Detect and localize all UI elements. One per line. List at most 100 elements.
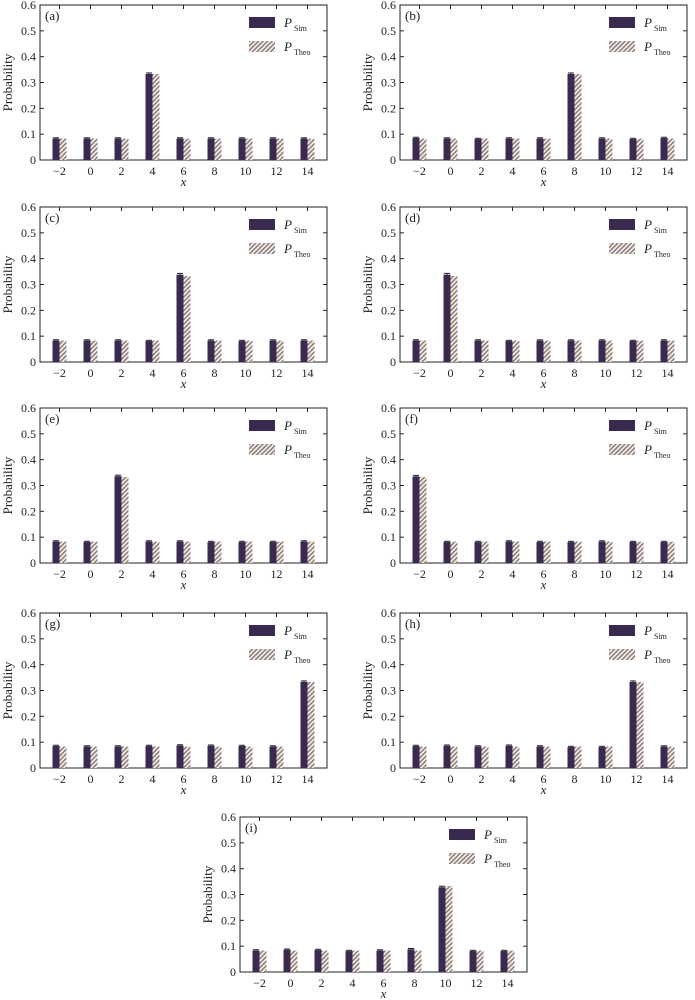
sim-bar [269, 138, 277, 160]
theo-bar [574, 73, 582, 160]
y-tick-label: 0.2 [221, 913, 236, 927]
y-tick-label: 0.1 [21, 329, 36, 343]
sim-bar [629, 139, 637, 160]
sim-bar [443, 138, 451, 160]
x-tick-label: −2 [53, 366, 66, 380]
sim-bar [283, 949, 291, 972]
sim-bar [469, 951, 477, 972]
sim-bar [474, 340, 482, 362]
sim-bar [412, 138, 420, 160]
theo-bar [512, 340, 520, 362]
legend-swatch-sim [249, 219, 275, 230]
x-tick-label: 0 [448, 366, 454, 380]
y-tick-label: 0.5 [21, 632, 36, 646]
x-tick-label: 10 [240, 567, 252, 581]
y-tick-label: 0.2 [381, 303, 396, 317]
x-axis-label: x [540, 174, 547, 189]
x-tick-label: 4 [510, 164, 516, 178]
chart-panel: 0 0.1 0.2 0.3 0.4 0.5 0.6 −2 0 2 4 6 8 10 12 14 x Probabi… [360, 0, 688, 189]
sim-bar [536, 340, 544, 362]
sim-bar [114, 340, 122, 362]
sim-bar [536, 746, 544, 768]
theo-bar [276, 138, 284, 160]
legend-swatch-theo [249, 243, 275, 254]
sim-bar [238, 542, 246, 563]
sim-bar [145, 746, 153, 768]
theo-bar [481, 541, 489, 563]
sim-bar [376, 950, 384, 972]
theo-bar [636, 138, 644, 160]
y-tick-label: 0.3 [221, 888, 236, 902]
x-tick-label: 8 [412, 976, 418, 990]
x-tick-label: 14 [662, 567, 674, 581]
x-tick-label: 0 [88, 567, 94, 581]
legend-swatch-sim [609, 420, 635, 431]
y-tick-label: 0 [30, 556, 36, 570]
legend-swatch-sim [449, 829, 475, 840]
legend-subscript-sim: Sim [654, 24, 668, 33]
y-tick-label: 0 [390, 761, 396, 775]
y-tick-label: 0.4 [21, 658, 36, 672]
x-tick-label: 14 [302, 366, 314, 380]
legend-label-sim: P [643, 623, 652, 638]
x-tick-label: 8 [212, 772, 218, 786]
sim-bar [52, 340, 60, 362]
sim-bar [443, 274, 451, 362]
theo-bar [59, 340, 67, 362]
theo-bar [152, 746, 160, 768]
y-tick-label: 0.1 [381, 329, 396, 343]
legend-swatch-theo [249, 649, 275, 660]
theo-bar [121, 476, 129, 563]
legend-subscript-sim: Sim [654, 226, 668, 235]
sim-bar [314, 950, 322, 972]
y-tick-label: 0.3 [21, 278, 36, 292]
y-tick-label: 0.3 [21, 479, 36, 493]
legend-label-sim: P [283, 15, 292, 30]
theo-bar [152, 541, 160, 563]
legend-subscript-theo: Theo [654, 451, 670, 460]
x-tick-label: 4 [510, 567, 516, 581]
theo-bar [214, 138, 222, 160]
sim-bar [660, 746, 668, 768]
legend-subscript-sim: Sim [654, 427, 668, 436]
y-tick-label: 0.5 [381, 632, 396, 646]
y-tick-label: 0.3 [381, 479, 396, 493]
theo-bar [183, 541, 191, 563]
legend-subscript-theo: Theo [654, 250, 670, 259]
x-tick-label: 14 [662, 164, 674, 178]
legend-subscript-theo: Theo [294, 451, 310, 460]
y-tick-label: 0.4 [21, 252, 36, 266]
x-tick-label: 4 [150, 164, 156, 178]
panel-label: (e) [45, 411, 59, 426]
legend-swatch-sim [609, 625, 635, 636]
x-tick-label: 4 [510, 366, 516, 380]
theo-bar [259, 950, 267, 972]
theo-bar [59, 541, 67, 563]
sim-bar [252, 950, 260, 972]
x-tick-label: 12 [631, 567, 643, 581]
legend-label-sim: P [283, 418, 292, 433]
sim-bar [474, 746, 482, 768]
y-tick-label: 0 [390, 355, 396, 369]
x-tick-label: −2 [253, 976, 266, 990]
theo-bar [290, 950, 298, 972]
x-axis-label: x [540, 577, 547, 592]
sim-bar [269, 542, 277, 563]
theo-bar [245, 541, 253, 563]
sim-bar [269, 746, 277, 768]
theo-bar [450, 541, 458, 563]
sim-bar [660, 340, 668, 362]
x-tick-label: 10 [240, 164, 252, 178]
x-axis-label: x [540, 376, 547, 391]
sim-bar [598, 541, 606, 563]
x-tick-label: 6 [381, 976, 387, 990]
x-tick-label: 2 [479, 164, 485, 178]
theo-bar [383, 950, 391, 972]
y-tick-label: 0.5 [21, 24, 36, 38]
x-tick-label: 0 [288, 976, 294, 990]
sim-bar [536, 542, 544, 563]
y-axis-label: Probability [0, 53, 15, 111]
